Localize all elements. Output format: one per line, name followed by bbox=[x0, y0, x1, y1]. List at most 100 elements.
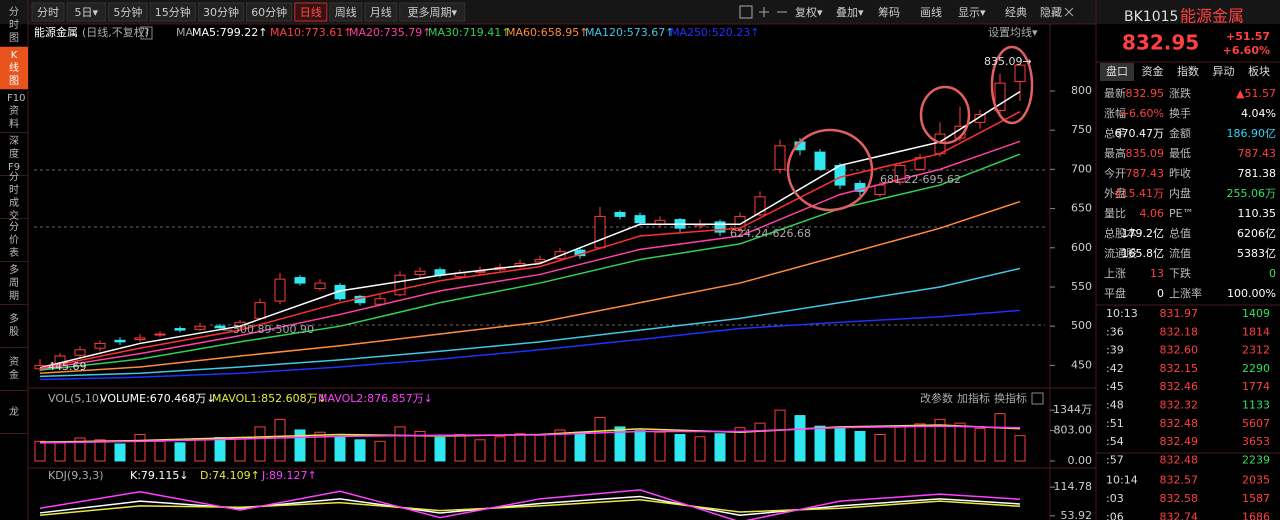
period-button[interactable] bbox=[294, 2, 328, 22]
trade-volume: 2035 bbox=[1242, 474, 1270, 487]
candle-body bbox=[274, 278, 286, 302]
trade-time: :51 bbox=[1106, 417, 1124, 430]
period-button[interactable] bbox=[108, 2, 148, 22]
quote-value: 0 bbox=[1269, 267, 1276, 280]
mavol-line bbox=[39, 425, 1021, 444]
quote-value: 6206亿 bbox=[1237, 227, 1276, 240]
volume-bar bbox=[254, 426, 266, 462]
quote-value: 165.8亿 bbox=[1122, 247, 1165, 260]
panel-tool[interactable]: 换指标 bbox=[994, 391, 1027, 405]
side-tab-label[interactable]: 资金 bbox=[9, 357, 19, 381]
side-tab[interactable]: 分时成交 bbox=[0, 172, 28, 222]
candle-body bbox=[874, 184, 886, 195]
ma-settings[interactable]: 设置均线▾ bbox=[988, 25, 1038, 39]
side-tab[interactable]: 龙 bbox=[0, 391, 28, 434]
panel-tool[interactable]: 加指标 bbox=[957, 391, 990, 405]
side-tab[interactable]: K线图 bbox=[0, 47, 28, 90]
side-tab-label[interactable]: 多股 bbox=[9, 314, 19, 338]
quote-value: 4.06 bbox=[1140, 207, 1165, 220]
period-label[interactable]: 5日▾ bbox=[75, 6, 99, 19]
period-label[interactable]: 5分钟 bbox=[113, 5, 142, 19]
quote-value: 110.35 bbox=[1238, 207, 1277, 220]
volume-bar bbox=[914, 423, 926, 462]
quote-label: 总股本 bbox=[1104, 226, 1137, 240]
panel-tab[interactable]: 异动 bbox=[1213, 65, 1235, 78]
help-box[interactable] bbox=[140, 26, 153, 40]
period-label[interactable]: 周线 bbox=[335, 5, 357, 19]
side-tab[interactable]: 多周期 bbox=[0, 262, 28, 305]
tool-button[interactable]: 隐藏 bbox=[1040, 6, 1062, 19]
candle-body bbox=[974, 113, 986, 123]
period-button[interactable] bbox=[329, 2, 363, 22]
period-label[interactable]: 分时 bbox=[37, 6, 59, 19]
side-tab-label[interactable]: 分价表 bbox=[9, 221, 19, 259]
period-label[interactable]: 15分钟 bbox=[155, 5, 191, 19]
side-tab-label[interactable]: 龙 bbox=[9, 406, 19, 418]
trade-time: :36 bbox=[1106, 325, 1124, 338]
period-label[interactable]: 60分钟 bbox=[251, 5, 287, 19]
kdj-line bbox=[39, 495, 1021, 517]
volume-bar bbox=[114, 443, 126, 462]
side-tab[interactable]: F10资料 bbox=[0, 90, 28, 133]
panel-tab[interactable]: 资金 bbox=[1142, 64, 1164, 78]
trade-time: :42 bbox=[1106, 362, 1124, 375]
quote-value: 415.41万 bbox=[1115, 187, 1165, 200]
volume-bar bbox=[154, 440, 166, 462]
volume-bar bbox=[374, 440, 386, 462]
volume-bar bbox=[494, 436, 506, 462]
quote-label: 内盘 bbox=[1169, 186, 1191, 200]
ma-value: MA5:799.22↑ bbox=[192, 26, 267, 39]
period-label[interactable]: 月线 bbox=[370, 5, 392, 19]
side-tab-label[interactable]: 多周期 bbox=[9, 264, 19, 302]
side-tab[interactable]: 资金 bbox=[0, 348, 28, 391]
period-button[interactable] bbox=[31, 2, 65, 22]
volume-bar bbox=[34, 440, 46, 462]
period-label[interactable]: 日线 bbox=[300, 5, 322, 19]
y-tick-label: 650 bbox=[1071, 202, 1092, 215]
panel-label: VOLUME:670.468万↓ bbox=[100, 392, 215, 405]
period-button[interactable] bbox=[246, 2, 293, 22]
panel-tab[interactable]: 指数 bbox=[1177, 64, 1199, 78]
tool-button[interactable]: 画线 bbox=[920, 5, 942, 19]
trade-time: :39 bbox=[1106, 344, 1124, 357]
ma-value: MA10:773.61↑ bbox=[270, 26, 352, 39]
tool-button[interactable]: 复权▾ bbox=[795, 5, 823, 19]
side-tab-label[interactable]: F10资料 bbox=[7, 92, 26, 130]
tool-button[interactable]: 叠加▾ bbox=[836, 6, 864, 19]
quote-label: 最新 bbox=[1104, 86, 1126, 100]
trade-time: :57 bbox=[1106, 453, 1124, 466]
tool-button[interactable]: 经典 bbox=[1005, 5, 1027, 19]
panel-tab[interactable]: 板块 bbox=[1248, 64, 1270, 78]
period-button[interactable] bbox=[149, 2, 196, 22]
side-tab[interactable]: 分价表 bbox=[0, 219, 28, 262]
period-button[interactable] bbox=[66, 2, 107, 22]
period-button[interactable] bbox=[364, 2, 398, 22]
ma-line bbox=[39, 140, 1021, 371]
y-tick-label: 803.00 bbox=[1054, 424, 1093, 437]
trade-price: 832.48 bbox=[1160, 453, 1199, 466]
side-tab[interactable]: 深度F9 bbox=[0, 133, 28, 176]
trade-price: 832.58 bbox=[1160, 492, 1199, 505]
help[interactable]: ? bbox=[144, 26, 150, 39]
tool-button[interactable]: 显示▾ bbox=[958, 6, 986, 19]
side-tab-label[interactable]: 分时图 bbox=[9, 6, 19, 44]
window-icons[interactable] bbox=[739, 5, 1074, 19]
candle-body bbox=[634, 215, 646, 224]
close-panel[interactable] bbox=[1031, 392, 1044, 405]
side-tab[interactable]: 分时图 bbox=[0, 4, 28, 47]
period-label[interactable]: 30分钟 bbox=[203, 5, 239, 19]
panel-tool[interactable]: 改参数 bbox=[920, 391, 953, 405]
candle-body bbox=[154, 333, 166, 336]
volume-bar bbox=[714, 433, 726, 462]
period-label[interactable]: 更多周期▾ bbox=[408, 5, 458, 19]
tool-button[interactable]: 筹码 bbox=[878, 5, 900, 19]
period-button[interactable] bbox=[197, 2, 245, 22]
side-tab-label[interactable]: 分时成交 bbox=[9, 172, 19, 222]
side-tab-label[interactable]: 深度F9 bbox=[7, 135, 21, 173]
panel-tab[interactable]: 盘口 bbox=[1106, 64, 1128, 78]
side-tab-label[interactable]: K线图 bbox=[9, 49, 19, 87]
volume-bar bbox=[974, 427, 986, 462]
period-button[interactable] bbox=[399, 2, 466, 22]
side-tab[interactable]: 多股 bbox=[0, 305, 28, 348]
ma-line bbox=[39, 267, 1021, 378]
